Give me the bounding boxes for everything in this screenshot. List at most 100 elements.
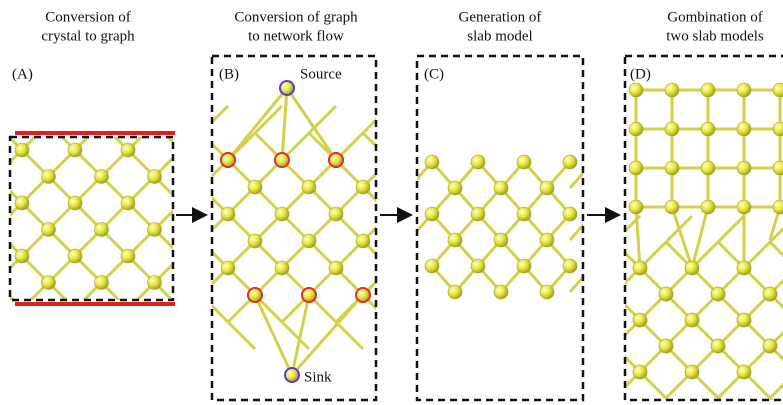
atom <box>659 339 673 353</box>
atom <box>95 223 109 237</box>
bond <box>128 309 155 336</box>
bond <box>155 97 182 124</box>
bond <box>390 133 417 160</box>
atom <box>701 83 715 97</box>
atom <box>248 288 262 302</box>
atom <box>773 161 783 175</box>
atom <box>425 155 439 169</box>
atom <box>121 143 135 157</box>
atom <box>148 223 162 237</box>
bond <box>770 242 783 268</box>
atom <box>448 181 462 195</box>
atom <box>763 287 777 301</box>
atom <box>248 180 262 194</box>
panel-title: Gombination of <box>667 9 762 25</box>
bond <box>336 322 363 349</box>
bond <box>181 256 208 283</box>
atom <box>629 122 643 136</box>
bond <box>718 216 744 242</box>
atom <box>356 234 370 248</box>
atom <box>15 249 29 263</box>
lattice <box>0 81 783 405</box>
atom <box>563 259 577 273</box>
atom <box>302 288 316 302</box>
atom <box>773 122 783 136</box>
atom <box>148 170 162 184</box>
atom <box>302 180 316 194</box>
atom <box>685 313 699 327</box>
atom <box>665 83 679 97</box>
atom <box>221 261 235 275</box>
atom <box>42 276 56 290</box>
panel-title: Generation of <box>459 9 542 25</box>
panel-label: (B) <box>219 66 239 82</box>
atom <box>148 276 162 290</box>
atom <box>275 207 289 221</box>
bond <box>181 283 208 310</box>
bond <box>181 203 208 230</box>
atom <box>42 170 56 184</box>
bond <box>181 150 208 177</box>
atom <box>425 207 439 221</box>
atom <box>563 155 577 169</box>
atom <box>763 339 777 353</box>
atom <box>701 161 715 175</box>
panel-label: (C) <box>424 66 444 82</box>
atom <box>448 233 462 247</box>
atom <box>302 234 316 248</box>
atom <box>95 276 109 290</box>
lattice-panel <box>409 155 593 299</box>
atom <box>329 153 343 167</box>
atom <box>629 200 643 214</box>
titles: Conversion of crystal to graph Conversio… <box>12 9 764 82</box>
atom <box>221 153 235 167</box>
atom <box>737 365 751 379</box>
atom <box>517 155 531 169</box>
atom <box>329 261 343 275</box>
bond <box>770 372 783 398</box>
bond <box>390 187 417 214</box>
atom <box>68 249 82 263</box>
bond <box>0 97 22 124</box>
atom <box>737 313 751 327</box>
atom <box>275 153 289 167</box>
atom <box>701 200 715 214</box>
bond <box>181 309 208 336</box>
bond <box>201 106 228 133</box>
atom <box>517 259 531 273</box>
bond <box>201 295 228 322</box>
atom <box>121 196 135 210</box>
panel-title: crystal to graph <box>41 28 135 44</box>
atom <box>95 170 109 184</box>
atom <box>540 233 554 247</box>
panel-title: two slab models <box>666 28 764 44</box>
bond <box>390 214 417 241</box>
atom <box>711 287 725 301</box>
atom <box>737 161 751 175</box>
atom <box>471 155 485 169</box>
atom <box>517 207 531 221</box>
panel-title: to network flow <box>248 28 344 44</box>
atom <box>248 234 262 248</box>
bond <box>292 295 363 375</box>
atom <box>280 81 294 95</box>
atom <box>494 181 508 195</box>
atom <box>15 196 29 210</box>
panel-label: (D) <box>630 66 651 82</box>
lattice-panel <box>201 81 417 382</box>
sink-label: Sink <box>304 369 332 385</box>
bond <box>228 322 255 349</box>
bond <box>181 230 208 257</box>
atom <box>633 313 647 327</box>
atom <box>121 249 135 263</box>
atom <box>540 181 554 195</box>
atom <box>701 122 715 136</box>
bond <box>390 295 417 322</box>
atom <box>633 261 647 275</box>
panel-label: (A) <box>12 66 33 82</box>
bond <box>390 322 417 349</box>
atom <box>665 122 679 136</box>
bond <box>309 106 336 133</box>
atom <box>275 261 289 275</box>
atom <box>285 368 299 382</box>
